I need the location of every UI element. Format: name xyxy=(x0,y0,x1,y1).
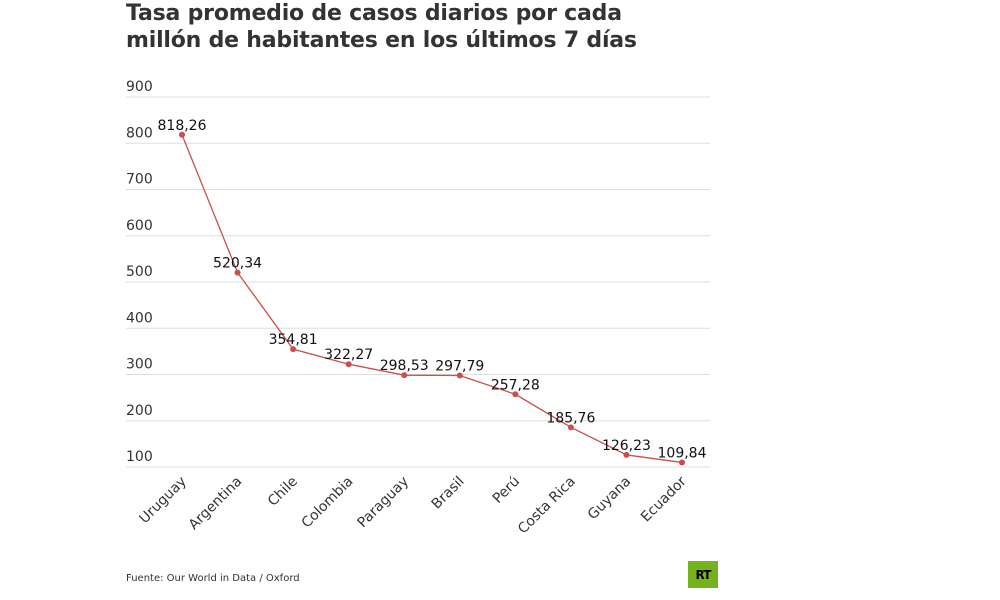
data-points xyxy=(179,131,685,466)
x-tick-label: Ecuador xyxy=(638,473,690,525)
x-tick-label: Argentina xyxy=(186,474,246,534)
data-label: 185,76 xyxy=(546,410,595,426)
y-tick-label: 300 xyxy=(126,357,153,373)
data-label: 109,84 xyxy=(658,445,707,461)
rt-logo: RT xyxy=(688,561,718,588)
chart-title: Tasa promedio de casos diarios por cada … xyxy=(126,0,686,54)
data-label: 298,53 xyxy=(380,358,429,374)
y-tick-label: 900 xyxy=(126,79,153,95)
series-line xyxy=(181,134,683,464)
data-label: 126,23 xyxy=(602,438,651,454)
data-point xyxy=(456,372,463,379)
data-label: 297,79 xyxy=(435,359,484,375)
x-tick-label: Guyana xyxy=(585,474,635,524)
data-labels: 818,26 520,34 354,81 322,27 298,53 297,79 257,… xyxy=(158,118,707,462)
chart-title-line-1: Tasa promedio de casos diarios por cada xyxy=(126,1,622,26)
series-polyline xyxy=(181,134,683,464)
data-label: 520,34 xyxy=(213,256,262,272)
y-tick-label: 200 xyxy=(126,403,153,419)
data-point xyxy=(179,131,185,138)
x-tick-label: Perú xyxy=(490,474,523,507)
data-label: 257,28 xyxy=(491,377,540,393)
x-tick-label: Colombia xyxy=(299,474,357,532)
x-tick-label: Brasil xyxy=(429,474,468,513)
data-point xyxy=(401,372,408,379)
x-tick-label: Paraguay xyxy=(355,474,413,532)
chart-title-line-2: millón de habitantes en los últimos 7 dí… xyxy=(126,28,637,53)
data-point xyxy=(290,346,297,353)
y-tick-label: 700 xyxy=(126,172,153,188)
data-point xyxy=(512,391,519,398)
data-point xyxy=(234,269,241,276)
data-label: 354,81 xyxy=(269,332,318,348)
y-tick-label: 600 xyxy=(126,218,153,234)
data-point xyxy=(623,451,630,458)
data-label: 818,26 xyxy=(158,118,207,134)
data-label: 322,27 xyxy=(324,347,373,363)
x-tick-label: Chile xyxy=(265,474,301,510)
data-point xyxy=(567,424,574,431)
source-note: Fuente: Our World in Data / Oxford xyxy=(126,573,300,584)
x-tick-label: Costa Rica xyxy=(515,474,579,538)
y-tick-label: 100 xyxy=(126,449,153,465)
x-tick-label: Uruguay xyxy=(136,474,189,527)
y-axis-ticks: 100 200 300 400 500 600 700 800 900 xyxy=(126,79,153,465)
y-tick-label: 500 xyxy=(126,264,153,280)
grid-lines xyxy=(126,96,710,468)
data-point xyxy=(345,361,352,368)
data-point xyxy=(679,459,685,466)
rt-logo-text: RT xyxy=(695,567,712,582)
y-tick-label: 400 xyxy=(126,310,153,326)
y-tick-label: 800 xyxy=(126,125,153,141)
